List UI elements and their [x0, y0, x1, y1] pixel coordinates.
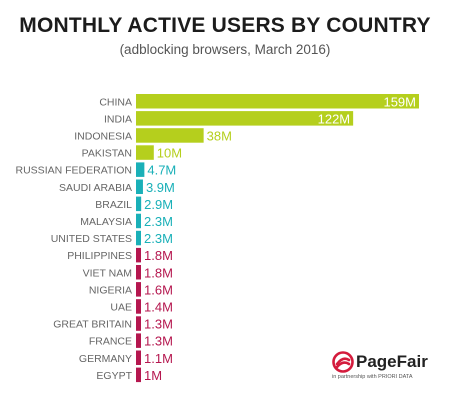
- pagefair-logo-icon: [332, 351, 354, 373]
- category-label-india: INDIA: [104, 113, 132, 125]
- value-label-united-states: 2.3M: [144, 231, 173, 246]
- bar-indonesia: [136, 128, 204, 143]
- bar-egypt: [136, 367, 141, 383]
- value-label-saudi-arabia: 3.9M: [146, 180, 175, 195]
- bar-philippines: [136, 247, 141, 263]
- bar-china: [136, 94, 419, 109]
- value-label-india: 122M: [318, 111, 351, 126]
- category-label-pakistan: PAKISTAN: [82, 148, 132, 160]
- bar-saudi-arabia: [136, 179, 143, 194]
- bar-brazil: [136, 196, 142, 212]
- value-label-indonesia: 38M: [207, 128, 232, 143]
- bar-nigeria: [136, 282, 141, 297]
- chart-subtitle: (adblocking browsers, March 2016): [119, 42, 331, 57]
- category-label-saudi-arabia: SAUDI ARABIA: [59, 182, 132, 194]
- bar-viet-nam: [136, 265, 141, 280]
- value-label-china: 159M: [383, 94, 416, 109]
- value-label-brazil: 2.9M: [144, 197, 173, 212]
- bar-india: [136, 111, 354, 126]
- brand-partnership: in partnership with PRIORI DATA: [332, 374, 413, 380]
- value-label-pakistan: 10M: [157, 146, 182, 161]
- category-label-united-states: UNITED STATES: [51, 233, 132, 245]
- value-label-great-britain: 1.3M: [144, 317, 173, 332]
- category-label-egypt: EGYPT: [96, 370, 132, 382]
- value-label-viet-nam: 1.8M: [144, 265, 173, 280]
- category-label-russian-federation: RUSSIAN FEDERATION: [16, 165, 132, 177]
- bar-great-britain: [136, 316, 141, 331]
- category-label-philippines: PHILIPPINES: [67, 250, 132, 262]
- category-label-brazil: BRAZIL: [95, 199, 132, 211]
- category-label-china: CHINA: [99, 96, 132, 108]
- value-label-philippines: 1.8M: [144, 248, 173, 263]
- bar-france: [136, 333, 141, 348]
- bar-united-states: [136, 230, 141, 246]
- brand-name: PageFair: [356, 352, 428, 371]
- value-label-uae: 1.4M: [144, 299, 173, 314]
- value-label-egypt: 1M: [144, 368, 162, 383]
- bar-russian-federation: [136, 162, 145, 177]
- value-label-france: 1.3M: [144, 334, 173, 349]
- pagefair-logo: PageFair in partnership with PRIORI DATA: [332, 350, 450, 394]
- category-label-france: FRANCE: [89, 336, 132, 348]
- category-label-nigeria: NIGERIA: [89, 284, 132, 296]
- value-label-malaysia: 2.3M: [144, 214, 173, 229]
- bar-germany: [136, 350, 141, 365]
- category-label-germany: GERMANY: [79, 353, 132, 365]
- chart-title: MONTHLY ACTIVE USERS BY COUNTRY: [19, 14, 431, 37]
- category-label-viet-nam: VIET NAM: [83, 267, 132, 279]
- bar-pakistan: [136, 145, 154, 160]
- category-label-malaysia: MALAYSIA: [80, 216, 132, 228]
- value-label-nigeria: 1.6M: [144, 282, 173, 297]
- category-label-uae: UAE: [110, 301, 132, 313]
- value-label-germany: 1.1M: [144, 351, 173, 366]
- bar-malaysia: [136, 213, 141, 229]
- category-label-great-britain: GREAT BRITAIN: [53, 319, 132, 331]
- category-label-indonesia: INDONESIA: [74, 130, 132, 142]
- value-label-russian-federation: 4.7M: [147, 163, 176, 178]
- bar-uae: [136, 299, 141, 314]
